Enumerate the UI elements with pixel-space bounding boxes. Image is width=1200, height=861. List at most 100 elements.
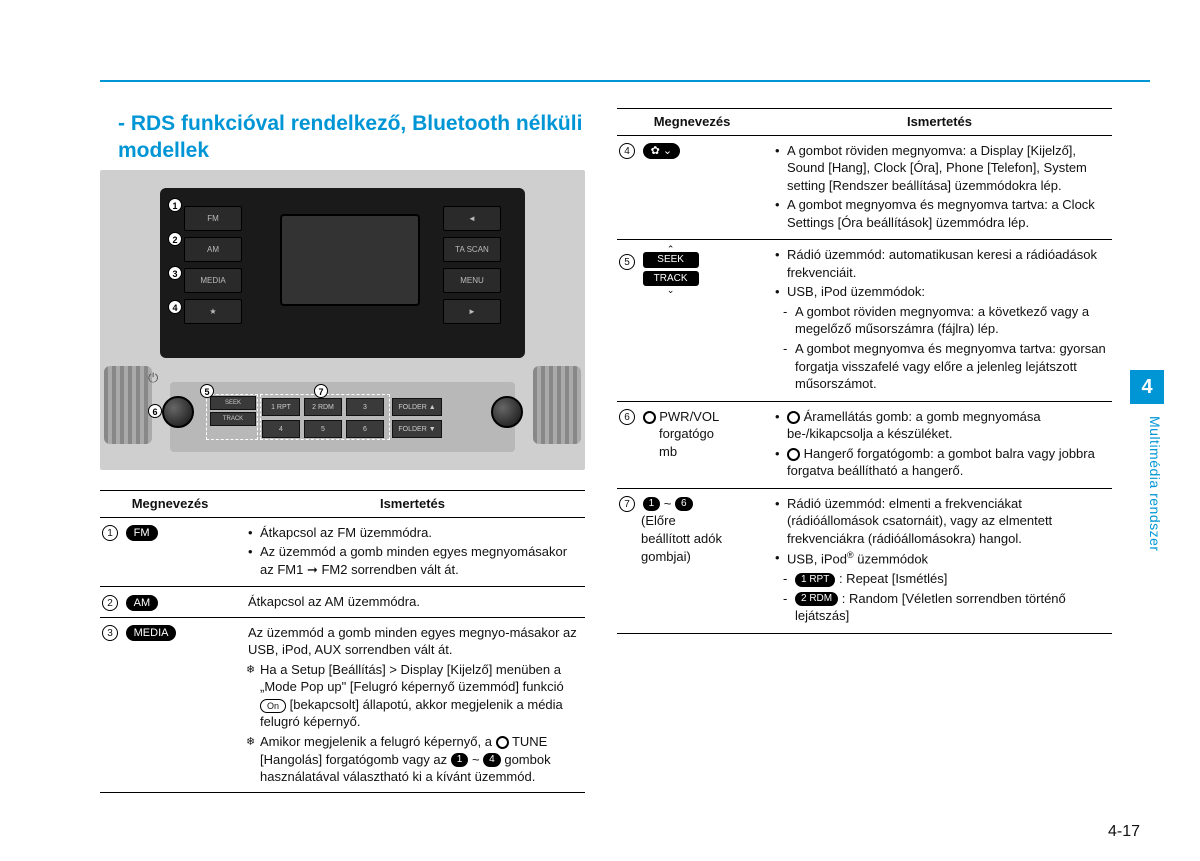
fm-button: FM: [184, 206, 242, 231]
top-rule: [100, 80, 1150, 82]
th-name: Megnevezés: [100, 491, 240, 517]
callout-6: 6: [148, 404, 162, 418]
knob-icon: [643, 411, 656, 424]
cell-name: 2 AM: [100, 587, 240, 617]
callout-5: 5: [200, 384, 214, 398]
right-button-col: ◄ TA SCAN MENU ►: [443, 206, 501, 324]
dashed-7: [260, 394, 390, 440]
bullet: USB, iPod® üzemmódok: [775, 549, 1108, 568]
rpt-pill: 1 RPT: [795, 573, 835, 587]
setup-pill: ✿ ⌄: [643, 143, 681, 159]
dashed-5: [206, 394, 258, 440]
cell-name: 7 1 ~ 6 (Előre beállított adók gombjai): [617, 489, 767, 633]
tune-knob: [491, 396, 523, 428]
chapter-tab: 4: [1130, 370, 1164, 404]
callout-1: 1: [168, 198, 182, 212]
vent-right: [533, 366, 581, 444]
bullet: Átkapcsol az FM üzemmódra.: [248, 524, 581, 542]
track-pill: TRACK: [643, 271, 699, 287]
back-button: ◄: [443, 206, 501, 231]
num-1-pill: 1: [451, 753, 469, 767]
row-num: 4: [619, 143, 635, 159]
bullet: Hangerő forgatógomb: a gombot balra vagy…: [775, 445, 1108, 480]
bullet: A gombot megnyomva és megnyomva tartva: …: [775, 196, 1108, 231]
fm-pill: FM: [126, 525, 158, 541]
row-num: 6: [619, 409, 635, 425]
callout-7: 7: [314, 384, 328, 398]
radio-screen: [280, 214, 420, 306]
table-row: 6 PWR/VOL forgatógo mb Áramellátás gomb:…: [617, 402, 1112, 489]
cell-name: 5 SEEK TRACK: [617, 240, 767, 400]
cell-desc: A gombot röviden megnyomva: a Display [K…: [767, 136, 1112, 240]
cell-name: 4 ✿ ⌄: [617, 136, 767, 240]
menu-button: MENU: [443, 268, 501, 293]
table-row: 5 SEEK TRACK Rádió üzemmód: automatikusa…: [617, 240, 1112, 401]
cell-name: 6 PWR/VOL forgatógo mb: [617, 402, 767, 488]
am-pill: AM: [126, 595, 159, 611]
dash: 1 RPT : Repeat [Ismétlés]: [775, 570, 1108, 588]
rdm-pill: 2 RDM: [795, 592, 838, 606]
num-6-pill: 6: [675, 497, 693, 511]
bullet: USB, iPod üzemmódok:: [775, 283, 1108, 301]
radio-illustration: FM AM MEDIA ★ ◄ TA SCAN MENU ► 1 2 3 4 ⏻…: [100, 170, 585, 470]
table-row: 3 MEDIA Az üzemmód a gomb minden egyes m…: [100, 618, 585, 793]
cell-desc: Átkapcsol az AM üzemmódra.: [240, 587, 585, 617]
table-row: 4 ✿ ⌄ A gombot röviden megnyomva: a Disp…: [617, 136, 1112, 241]
callout-3: 3: [168, 266, 182, 280]
table-row: 2 AM Átkapcsol az AM üzemmódra.: [100, 587, 585, 618]
radio-bezel: FM AM MEDIA ★ ◄ TA SCAN MENU ►: [160, 188, 525, 358]
bullet: Áramellátás gomb: a gomb megnyomása be-/…: [775, 408, 1108, 443]
num-1-pill: 1: [643, 497, 661, 511]
callout-4: 4: [168, 300, 182, 314]
power-icon: ⏻: [148, 370, 158, 386]
bullet: A gombot röviden megnyomva: a Display [K…: [775, 142, 1108, 195]
left-button-col: FM AM MEDIA ★: [184, 206, 242, 324]
table-row: 7 1 ~ 6 (Előre beállított adók gombjai) …: [617, 489, 1112, 634]
knob-icon: [787, 448, 800, 461]
bullet: Rádió üzemmód: automatikusan keresi a rá…: [775, 246, 1108, 281]
on-oval: On: [260, 699, 286, 713]
th-name: Megnevezés: [617, 109, 767, 135]
media-pill: MEDIA: [126, 625, 177, 641]
cell-desc: Átkapcsol az FM üzemmódra. Az üzemmód a …: [240, 518, 585, 587]
dash: 2 RDM : Random [Véletlen sorrendben tört…: [775, 590, 1108, 625]
row-num: 3: [102, 625, 118, 641]
page-number: 4-17: [1108, 823, 1140, 841]
cell-desc: Rádió üzemmód: elmenti a frekvenciákat (…: [767, 489, 1112, 633]
bullet: Rádió üzemmód: elmenti a frekvenciákat (…: [775, 495, 1108, 548]
cell-desc: Rádió üzemmód: automatikusan keresi a rá…: [767, 240, 1112, 400]
row-num: 5: [619, 254, 635, 270]
media-plain: Az üzemmód a gomb minden egyes megnyo-má…: [248, 624, 581, 659]
folder-up: FOLDER ▲: [392, 398, 442, 416]
folder-down: FOLDER ▼: [392, 420, 442, 438]
knob-icon: [787, 411, 800, 424]
dash: A gombot röviden megnyomva: a következő …: [775, 303, 1108, 338]
row-num: 1: [102, 525, 118, 541]
row-num: 2: [102, 595, 118, 611]
cell-name: 1 FM: [100, 518, 240, 587]
knob-icon: [496, 736, 509, 749]
section-heading: - RDS funkcióval rendelkező, Bluetooth n…: [118, 110, 588, 165]
pwr-vol-knob: [162, 396, 194, 428]
right-table: Megnevezés Ismertetés 4 ✿ ⌄ A gombot röv…: [617, 108, 1112, 634]
note-1: Ha a Setup [Beállítás] > Display [Kijelz…: [248, 661, 581, 731]
num-4-pill: 4: [483, 753, 501, 767]
am-button: AM: [184, 237, 242, 262]
cell-name: 3 MEDIA: [100, 618, 240, 792]
chapter-label: Multimédia rendszer: [1147, 416, 1163, 552]
note-2: Amikor megjelenik a felugró képernyő, a …: [248, 733, 581, 786]
row-num: 7: [619, 496, 635, 512]
callout-2: 2: [168, 232, 182, 246]
seek-pill: SEEK: [643, 252, 699, 268]
dash: A gombot megnyomva és megnyomva tartva: …: [775, 340, 1108, 393]
left-table: Megnevezés Ismertetés 1 FM Átkapcsol az …: [100, 490, 585, 793]
ta-scan-button: TA SCAN: [443, 237, 501, 262]
bullet: Az üzemmód a gomb minden egyes megnyomás…: [248, 543, 581, 578]
cell-desc: Az üzemmód a gomb minden egyes megnyo-má…: [240, 618, 585, 792]
fwd-button: ►: [443, 299, 501, 324]
th-desc: Ismertetés: [240, 491, 585, 517]
fav-button: ★: [184, 299, 242, 324]
folder-buttons: FOLDER ▲ FOLDER ▼: [392, 398, 442, 438]
cell-desc: Áramellátás gomb: a gomb megnyomása be-/…: [767, 402, 1112, 488]
table-row: 1 FM Átkapcsol az FM üzemmódra. Az üzemm…: [100, 518, 585, 588]
